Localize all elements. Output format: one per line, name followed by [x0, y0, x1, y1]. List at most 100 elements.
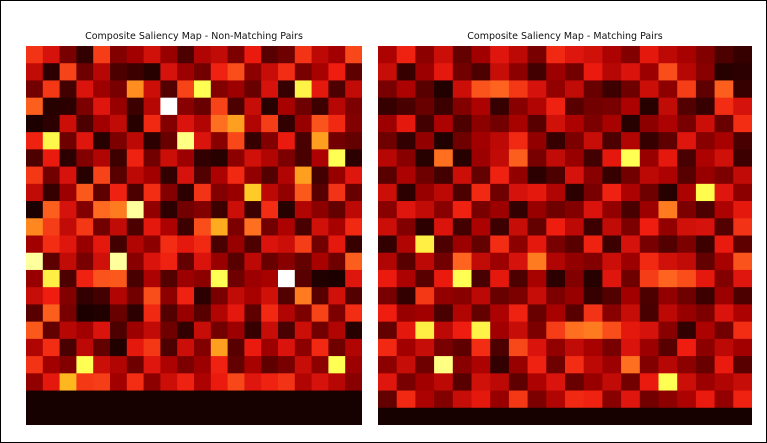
- heatmap-cell-r5-c19: [733, 132, 752, 150]
- heatmap-cell-r6-c7: [143, 149, 161, 168]
- heatmap-cell-r10-c5: [471, 218, 491, 237]
- heatmap-cell-r1-c16: [677, 63, 697, 82]
- heatmap-cell-r7-c10: [565, 166, 585, 185]
- heatmap-cell-r19-c11: [583, 373, 603, 392]
- heatmap-cell-r10-c2: [59, 218, 77, 237]
- heatmap-cell-r13-c17: [311, 269, 329, 288]
- heatmap-cell-r2-c4: [452, 80, 473, 99]
- heatmap-cell-r16-c14: [639, 321, 660, 340]
- heatmap-cell-r14-c3: [76, 287, 94, 306]
- heatmap-cell-r4-c5: [110, 114, 128, 133]
- heatmap-cell-r8-c8: [527, 183, 547, 202]
- heatmap-cell-r19-c11: [210, 373, 229, 392]
- heatmap-cell-r16-c2: [415, 321, 435, 340]
- heatmap-cell-r11-c8: [527, 235, 547, 254]
- heatmap-cell-r11-c15: [278, 235, 296, 254]
- heatmap-cell-r2-c14: [261, 80, 279, 99]
- heatmap-cell-r13-c5: [110, 269, 128, 288]
- heatmap-cell-r18-c10: [194, 356, 212, 374]
- heatmap-cell-r19-c3: [76, 373, 94, 392]
- heatmap-cell-r15-c13: [244, 304, 262, 323]
- heatmap-cell-r16-c11: [583, 321, 603, 340]
- heatmap-cell-r0-c18: [714, 46, 734, 64]
- heatmap-cell-r1-c4: [452, 63, 473, 82]
- heatmap-cell-r9-c2: [59, 201, 77, 219]
- heatmap-cell-r19-c12: [227, 373, 245, 392]
- heatmap-cell-r18-c2: [415, 356, 435, 374]
- heatmap-cell-r2-c8: [527, 80, 547, 99]
- heatmap-cell-r4-c4: [452, 114, 473, 133]
- heatmap-cell-r19-c17: [311, 373, 329, 392]
- heatmap-cell-r14-c8: [527, 287, 547, 306]
- heatmap-cell-r16-c14: [261, 321, 279, 340]
- heatmap-cell-r1-c18: [328, 63, 346, 82]
- heatmap-cell-r8-c13: [244, 183, 262, 202]
- heatmap-cell-r7-c5: [471, 166, 491, 185]
- heatmap-cell-r20-c3: [434, 390, 454, 409]
- heatmap-cell-r20-c4: [452, 390, 473, 409]
- heatmap-cell-r11-c13: [621, 235, 641, 254]
- heatmap-cell-r20-c9: [546, 390, 566, 409]
- heatmap-cell-r15-c11: [583, 304, 603, 323]
- heatmap-cell-r5-c8: [527, 132, 547, 150]
- heatmap-cell-r3-c16: [294, 97, 313, 116]
- heatmap-cell-r11-c14: [261, 235, 279, 254]
- heatmap-cell-r14-c18: [714, 287, 734, 306]
- heatmap-cell-r17-c17: [311, 338, 329, 357]
- heatmap-cell-r15-c10: [565, 304, 585, 323]
- heatmap-cell-r20-c3: [76, 390, 94, 409]
- heatmap-cell-r9-c4: [452, 201, 473, 219]
- heatmap-cell-r0-c17: [311, 46, 329, 64]
- heatmap-cell-r10-c0: [378, 218, 398, 237]
- heatmap-cell-r11-c5: [471, 235, 491, 254]
- heatmap-cell-r3-c13: [621, 97, 641, 116]
- heatmap-cell-r17-c19: [345, 338, 362, 357]
- heatmap-cell-r5-c4: [452, 132, 473, 150]
- heatmap-cell-r5-c13: [621, 132, 641, 150]
- heatmap-cell-r12-c14: [639, 252, 660, 271]
- heatmap-cell-r1-c18: [714, 63, 734, 82]
- heatmap-cell-r15-c17: [695, 304, 716, 323]
- heatmap-cell-r9-c12: [602, 201, 622, 219]
- heatmap-cell-r3-c15: [658, 97, 678, 116]
- heatmap-cell-r9-c10: [565, 201, 585, 219]
- heatmap-cell-r1-c3: [76, 63, 94, 82]
- heatmap-cell-r13-c4: [93, 269, 111, 288]
- heatmap-cell-r12-c15: [658, 252, 678, 271]
- heatmap-cell-r9-c1: [42, 201, 61, 219]
- heatmap-cell-r11-c13: [244, 235, 262, 254]
- heatmap-cell-r8-c11: [583, 183, 603, 202]
- heatmap-cell-r2-c19: [345, 80, 362, 99]
- heatmap-cell-r14-c13: [621, 287, 641, 306]
- heatmap-cell-r13-c18: [714, 269, 734, 288]
- heatmap-cell-r14-c19: [345, 287, 362, 306]
- heatmap-cell-r12-c8: [160, 252, 178, 271]
- heatmap-cell-r8-c1: [42, 183, 61, 202]
- heatmap-cell-r21-c11: [210, 407, 229, 425]
- heatmap-cell-r4-c2: [415, 114, 435, 133]
- heatmap-cell-r20-c18: [714, 390, 734, 409]
- heatmap-cell-r13-c16: [677, 269, 697, 288]
- heatmap-cell-r11-c16: [677, 235, 697, 254]
- heatmap-cell-r12-c19: [345, 252, 362, 271]
- heatmap-cell-r11-c12: [227, 235, 245, 254]
- heatmap-cell-r13-c13: [621, 269, 641, 288]
- heatmap-cell-r20-c19: [733, 390, 752, 409]
- heatmap-cell-r13-c2: [415, 269, 435, 288]
- heatmap-cell-r9-c0: [378, 201, 398, 219]
- heatmap-cell-r4-c2: [59, 114, 77, 133]
- heatmap-cell-r17-c11: [210, 338, 229, 357]
- heatmap-cell-r14-c10: [565, 287, 585, 306]
- heatmap-cell-r6-c16: [677, 149, 697, 168]
- heatmap-cell-r7-c15: [658, 166, 678, 185]
- heatmap-cell-r11-c7: [508, 235, 529, 254]
- heatmap-cell-r8-c3: [434, 183, 454, 202]
- heatmap-cell-r19-c6: [490, 373, 510, 392]
- heatmap-cell-r11-c11: [210, 235, 229, 254]
- heatmap-cell-r21-c9: [546, 407, 566, 425]
- heatmap-cell-r18-c16: [677, 356, 697, 374]
- heatmap-cell-r9-c17: [695, 201, 716, 219]
- heatmap-cell-r0-c3: [76, 46, 94, 64]
- heatmap-cell-r15-c5: [471, 304, 491, 323]
- heatmap-cell-r17-c4: [93, 338, 111, 357]
